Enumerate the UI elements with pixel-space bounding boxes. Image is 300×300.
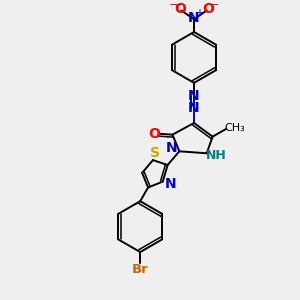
Text: O: O bbox=[174, 2, 186, 16]
Text: N: N bbox=[188, 88, 200, 103]
Text: O: O bbox=[148, 127, 160, 141]
Text: S: S bbox=[150, 146, 160, 160]
Text: −: − bbox=[169, 0, 178, 10]
Text: −: − bbox=[210, 0, 219, 10]
Text: N: N bbox=[166, 141, 177, 155]
Text: N: N bbox=[188, 101, 200, 115]
Text: NH: NH bbox=[206, 149, 227, 162]
Text: N: N bbox=[188, 11, 200, 25]
Text: +: + bbox=[195, 8, 203, 18]
Text: Br: Br bbox=[132, 263, 148, 276]
Text: O: O bbox=[202, 2, 214, 16]
Text: CH₃: CH₃ bbox=[225, 123, 245, 133]
Text: N: N bbox=[165, 177, 176, 190]
